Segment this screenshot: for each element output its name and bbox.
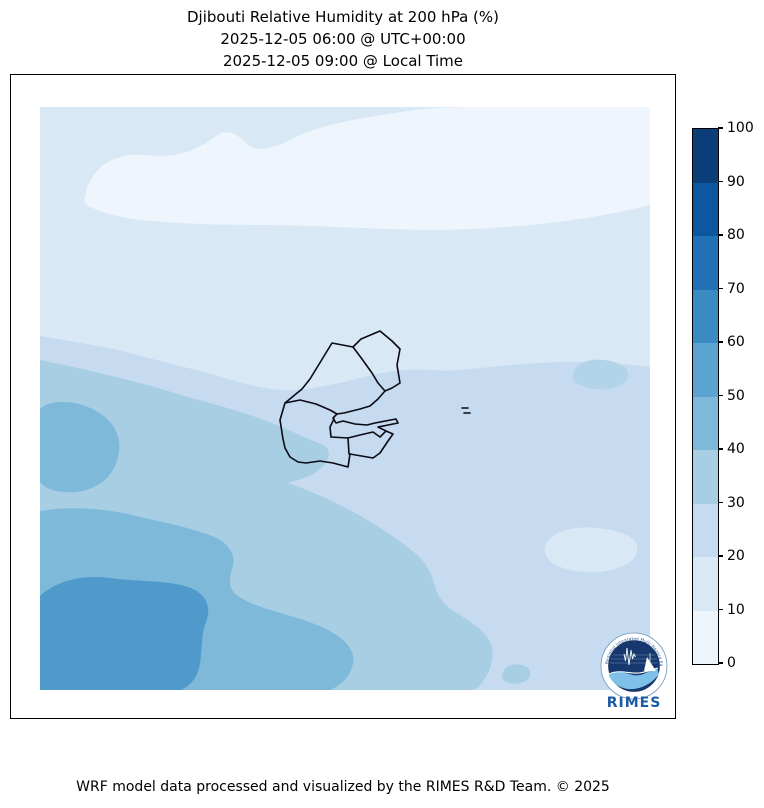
djibouti-country-outline [279,330,401,468]
contour-band-30-40 [572,359,629,390]
colorbar-ramp [692,128,719,665]
colorbar-tick-label: 80 [727,227,745,243]
contour-band-30-40 [502,664,531,684]
colorbar-tick [718,341,723,343]
colorbar-tick [718,448,723,450]
djibouti-region-border [352,346,386,392]
colorbar-tick [718,287,723,290]
colorbar-segment-80-90 [693,182,718,236]
colorbar-tick [718,127,723,129]
djibouti-region-border [329,418,349,439]
footer-credit: WRF model data processed and visualized … [76,779,610,795]
contour-band-40-50 [40,401,120,493]
plot-title: Djibouti Relative Humidity at 200 hPa (%… [10,6,676,72]
title-line-1: Djibouti Relative Humidity at 200 hPa (%… [187,8,499,26]
contour-band-10-20 [544,527,638,573]
djibouti-region-border [347,430,387,439]
contour-band-layer [40,107,650,690]
colorbar: 0 10 20 30 40 50 60 70 80 90 100 [692,121,762,670]
colorbar-tick-label: 70 [727,280,745,297]
logo-seismograph-icon [623,647,636,666]
djibouti-region-border [347,437,350,455]
colorbar-tick-label: 90 [727,173,745,190]
colorbar-segment-30-40 [693,450,718,504]
colorbar-tick [718,180,723,183]
logo-org-name: RIMES [607,695,662,710]
colorbar-segment-50-60 [693,343,718,397]
colorbar-tick [718,501,723,504]
colorbar-segment-10-20 [693,557,718,611]
colorbar-tick [718,662,723,664]
colorbar-tick [718,608,723,611]
colorbar-tick-label: 10 [727,601,745,618]
colorbar-tick-label: 30 [727,494,745,511]
colorbar-segment-40-50 [693,396,718,450]
colorbar-segment-60-70 [693,289,718,343]
contour-band-50-60 [40,576,209,690]
logo-wave [609,668,659,690]
djibouti-boundary-layer [279,330,471,468]
colorbar-segment-20-30 [693,503,718,557]
title-line-2: 2025-12-05 06:00 @ UTC+00:00 [220,30,466,48]
title-line-3: 2025-12-05 09:00 @ Local Time [222,52,464,70]
contour-plot [40,107,650,690]
rimes-logo: Regional Integrated Multi-Hazard Early W… [594,628,668,710]
colorbar-tick [718,394,723,397]
colorbar-segment-0-10 [693,610,718,664]
colorbar-tick-label: 50 [727,387,745,404]
colorbar-tick-label: 60 [727,334,745,350]
colorbar-segment-70-80 [693,236,718,290]
djibouti-region-border [284,399,338,415]
colorbar-tick-label: 20 [727,548,745,564]
colorbar-tick [718,234,723,236]
colorbar-segment-90-100 [693,129,718,183]
colorbar-tick [718,555,723,557]
colorbar-tick-label: 100 [727,120,754,136]
colorbar-tick-label: 0 [727,655,736,671]
colorbar-tick-label: 40 [727,441,745,457]
contour-band-0-10 [84,107,650,230]
contour-band-30-40 [362,661,391,683]
